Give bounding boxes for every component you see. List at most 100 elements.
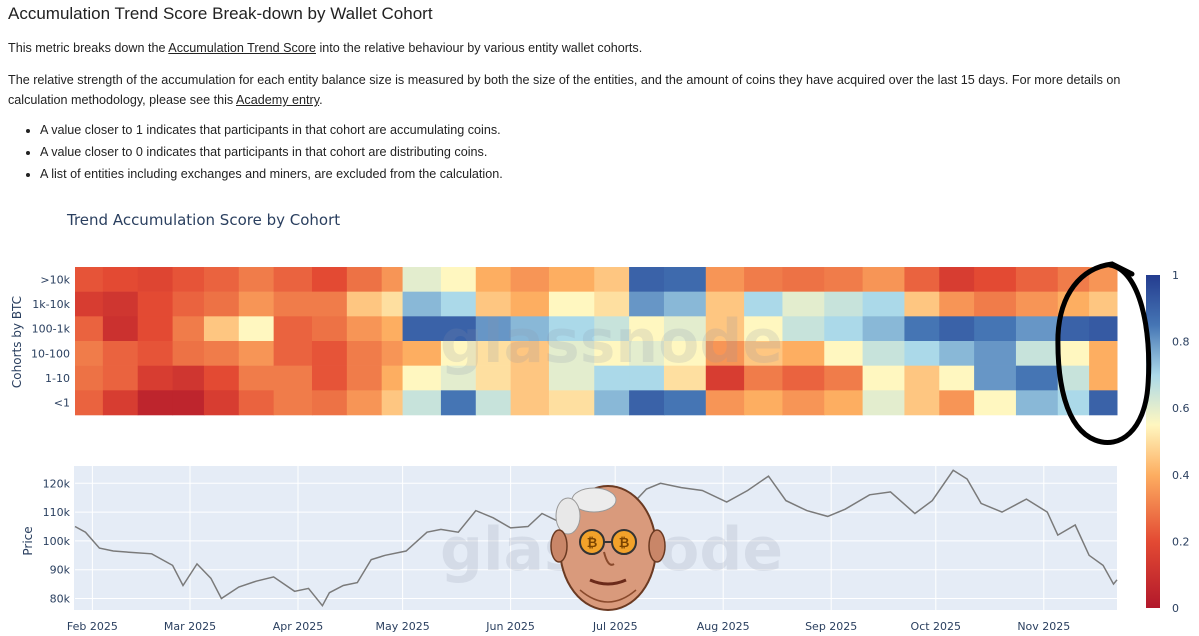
heatmap-cell xyxy=(939,365,975,391)
price-x-tick-label: Feb 2025 xyxy=(67,620,118,633)
heatmap-cell xyxy=(402,365,442,391)
heatmap-cell xyxy=(102,267,139,292)
heatmap-cell xyxy=(203,365,240,391)
heatmap-cell xyxy=(440,365,477,391)
heatmap-cell xyxy=(939,316,975,342)
heatmap-row-label: 100-1k xyxy=(32,323,71,336)
heatmap-cell xyxy=(548,341,595,366)
heatmap-cell xyxy=(1015,267,1059,292)
heatmap-cell xyxy=(137,316,174,342)
price-series-line xyxy=(74,469,1118,608)
heatmap-cell xyxy=(346,365,383,391)
heatmap-cell xyxy=(1015,316,1059,342)
hand-drawn-circle xyxy=(1055,261,1152,446)
heatmap-cell xyxy=(346,291,383,317)
heatmap-cell xyxy=(440,291,477,317)
svg-text:₿: ₿ xyxy=(619,536,630,551)
heatmap-cell xyxy=(705,341,745,366)
heatmap-cell xyxy=(475,390,512,416)
heatmap-cell xyxy=(1089,291,1118,317)
intro-prefix: This metric breaks down the xyxy=(8,41,169,55)
heatmap-cell xyxy=(102,390,139,416)
heatmap-cell xyxy=(629,291,665,317)
heatmap-row-label: >10k xyxy=(40,273,70,286)
heatmap-cell xyxy=(137,341,174,366)
heatmap-cell xyxy=(510,341,550,366)
heatmap-cell xyxy=(629,267,665,292)
heatmap-cell xyxy=(102,365,139,391)
heatmap-cell xyxy=(629,365,665,391)
heatmap-cell xyxy=(75,291,104,317)
heatmap-cell xyxy=(475,267,512,292)
heatmap-cell xyxy=(172,316,205,342)
heatmap-cell xyxy=(594,365,630,391)
heatmap-cell xyxy=(594,390,630,416)
heatmap-cell xyxy=(663,365,707,391)
cartoon-character-image: ₿ ₿ xyxy=(550,485,666,611)
academy-entry-link[interactable]: Academy entry xyxy=(236,93,320,107)
heatmap-cell xyxy=(629,316,665,342)
colorbar-tick-label: 1 xyxy=(1172,269,1179,282)
heatmap-cell xyxy=(203,390,240,416)
heatmap-row-label: 1k-10k xyxy=(32,298,70,311)
heatmap-cell xyxy=(782,291,825,317)
heatmap-cell xyxy=(1057,341,1090,366)
heatmap-cell xyxy=(824,390,864,416)
heatmap-cell xyxy=(974,341,1017,366)
heatmap-cell xyxy=(137,267,174,292)
bullet-accumulating: A value closer to 1 indicates that parti… xyxy=(40,119,503,141)
heatmap-cell xyxy=(311,291,348,317)
heatmap-cell xyxy=(311,390,348,416)
price-x-tick-label: Mar 2025 xyxy=(164,620,216,633)
heatmap-cell xyxy=(510,267,550,292)
heatmap-cell xyxy=(510,291,550,317)
heatmap-cell xyxy=(440,316,477,342)
heatmap-cell xyxy=(939,341,975,366)
price-y-tick-label: 100k xyxy=(43,535,71,548)
heatmap-cell xyxy=(1015,365,1059,391)
heatmap-cell xyxy=(402,267,442,292)
heatmap-cell xyxy=(273,341,313,366)
heatmap-cell xyxy=(172,291,205,317)
heatmap-cell xyxy=(510,390,550,416)
heatmap-cell xyxy=(440,341,477,366)
heatmap-cell xyxy=(273,365,313,391)
heatmap-cell xyxy=(510,365,550,391)
heatmap-cell xyxy=(1089,341,1118,366)
heatmap-cell xyxy=(273,267,313,292)
heatmap-cell xyxy=(137,365,174,391)
heatmap-cell xyxy=(744,316,783,342)
heatmap-cell xyxy=(548,390,595,416)
heatmap-y-axis-title: Cohorts by BTC xyxy=(10,296,24,388)
heatmap-cell xyxy=(824,291,864,317)
heatmap-cell xyxy=(705,365,745,391)
heatmap-cell xyxy=(273,316,313,342)
accumulation-trend-score-link[interactable]: Accumulation Trend Score xyxy=(168,41,316,55)
detail-prefix: The relative strength of the accumulatio… xyxy=(8,73,1121,107)
heatmap-cell xyxy=(273,291,313,317)
heatmap-cell xyxy=(510,316,550,342)
heatmap-cell xyxy=(381,267,404,292)
heatmap-cell xyxy=(663,341,707,366)
heatmap-cell xyxy=(705,267,745,292)
heatmap-cell xyxy=(862,267,905,292)
price-x-tick-label: Nov 2025 xyxy=(1017,620,1070,633)
heatmap-cell xyxy=(744,341,783,366)
heatmap-cell xyxy=(974,365,1017,391)
heatmap-cell xyxy=(974,267,1017,292)
price-x-tick-label: Sep 2025 xyxy=(805,620,857,633)
heatmap-cell xyxy=(137,291,174,317)
heatmap-cell xyxy=(75,341,104,366)
heatmap-cell xyxy=(402,316,442,342)
heatmap-cell xyxy=(974,390,1017,416)
heatmap-cell xyxy=(172,341,205,366)
heatmap-cell xyxy=(440,390,477,416)
bullet-exclusions: A list of entities including exchanges a… xyxy=(40,163,503,185)
heatmap-cell xyxy=(475,316,512,342)
heatmap-cell xyxy=(381,341,404,366)
heatmap-cell xyxy=(782,316,825,342)
price-y-tick-label: 90k xyxy=(50,564,71,577)
heatmap-cell xyxy=(203,341,240,366)
heatmap-cell xyxy=(548,316,595,342)
heatmap-cell xyxy=(346,267,383,292)
